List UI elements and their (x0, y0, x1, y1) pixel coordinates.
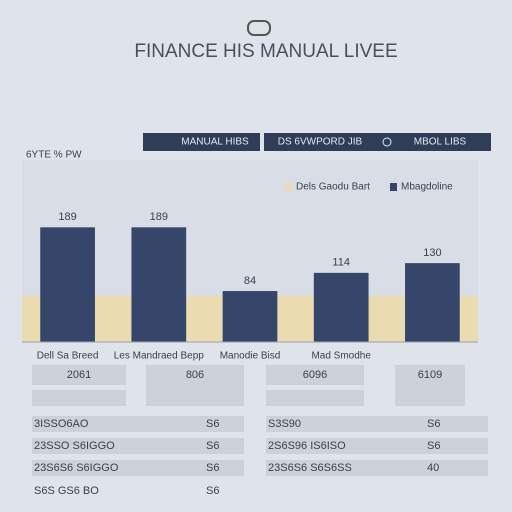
table-row-bar (266, 460, 488, 476)
table-text: 23S6S6 S6S6SS (268, 462, 352, 474)
table-text: 23SSO S6IGGO (34, 440, 115, 452)
table-text: 2S6S96 IS6ISO (268, 440, 346, 452)
table-cell (32, 365, 126, 385)
table-text: S6S GS6 BO (34, 485, 99, 497)
table-text: 23S6S6 S6IGGO (34, 462, 119, 474)
tab-label: MBOL LIBS (414, 137, 467, 148)
bar (40, 227, 95, 342)
table-text: S6 (427, 440, 440, 452)
table-text: 806 (186, 369, 204, 381)
logo (247, 20, 271, 36)
table-text: S6 (427, 418, 440, 430)
table-text: S6 (206, 440, 219, 452)
tab (264, 133, 491, 151)
table-row-bar (32, 438, 244, 454)
tab-label: MANUAL HIBS (181, 137, 249, 148)
value-label: 189 (58, 211, 76, 223)
table-text: 40 (427, 462, 439, 474)
table-row-bar (266, 416, 488, 432)
table-text: S6 (206, 462, 219, 474)
table-text: S6 (206, 485, 219, 497)
x-tick-label: Mad Smodhe (311, 351, 371, 362)
table-text: S3S90 (268, 418, 301, 430)
value-label: 84 (244, 275, 256, 287)
value-label: 130 (423, 247, 441, 259)
table-text: 2061 (67, 369, 91, 381)
x-tick-label: Les Mandraed Bepp (114, 351, 205, 362)
legend-label: Dels Gaodu Bart (296, 182, 370, 193)
table-cell (266, 365, 364, 385)
x-tick-label: Manodie Bisd (220, 351, 281, 362)
table-cell (146, 365, 244, 405)
table-text: 6096 (303, 369, 327, 381)
value-label: 114 (332, 257, 350, 269)
table-cell (266, 390, 364, 406)
x-tick-label: Dell Sa Breed (37, 351, 99, 362)
table-row-bar (266, 438, 488, 454)
table-text: 6109 (418, 369, 442, 381)
table-row-bar (32, 416, 244, 432)
table-text: 3ISSO6AO (34, 418, 89, 430)
value-label: 189 (150, 211, 168, 223)
tab-icon (382, 137, 392, 147)
table-cell (32, 390, 126, 406)
tab-label: DS 6VWPORD JIB (278, 137, 363, 148)
legend-swatch (285, 183, 292, 191)
bar (131, 227, 187, 342)
table-cell (395, 365, 465, 405)
legend-swatch (390, 183, 397, 191)
bar (405, 263, 460, 342)
bar (222, 291, 278, 342)
bar (313, 272, 369, 342)
table-text: S6 (206, 418, 219, 430)
page-title: FINANCE HIS MANUAL LIVEE (134, 41, 397, 62)
legend-label: Mbagdoline (401, 182, 453, 193)
tab (143, 133, 260, 151)
y-axis-label: 6YTE % PW (26, 150, 82, 161)
table-row-bar (32, 460, 244, 476)
